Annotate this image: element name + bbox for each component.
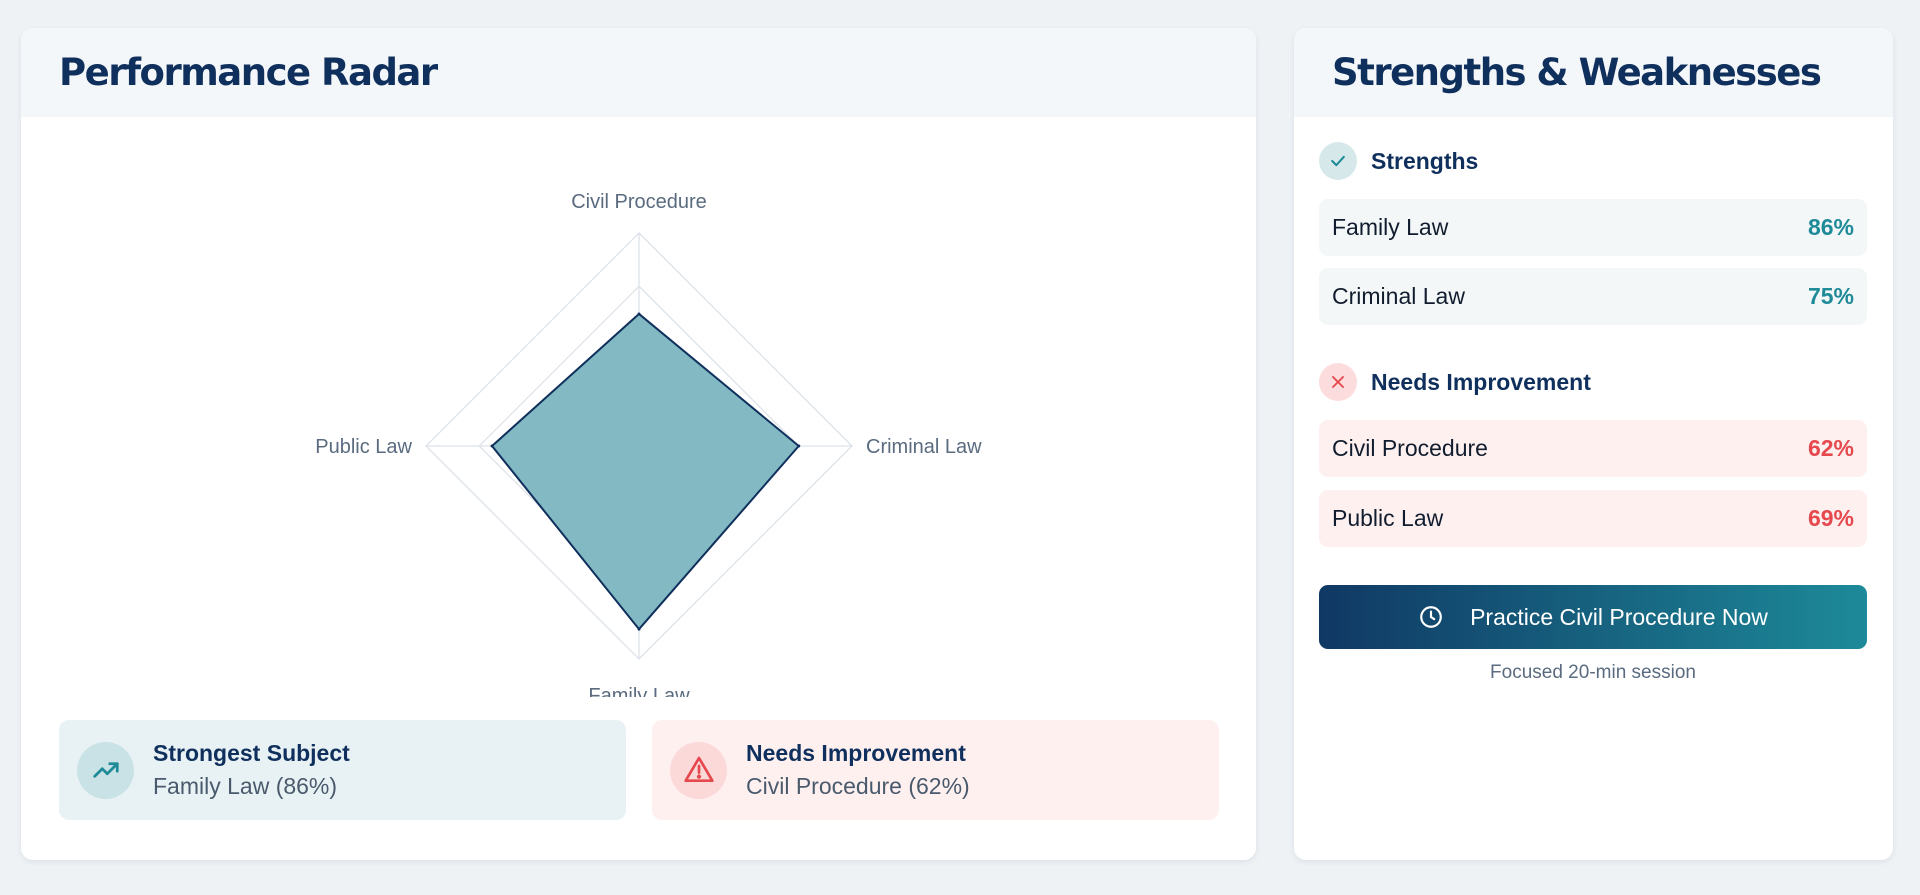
- strength-row-value: 86%: [1807, 214, 1854, 240]
- radar-data-polygon: [491, 312, 800, 631]
- warning-triangle-icon: [670, 741, 727, 799]
- clock-icon: [1418, 604, 1444, 630]
- needs-improvement-title: Needs Improvement: [746, 740, 966, 766]
- practice-civil-procedure-button[interactable]: Practice Civil Procedure Now: [1319, 585, 1867, 649]
- weakness-row-public-law: Public Law 69%: [1319, 490, 1867, 547]
- radar-points: [490, 312, 801, 631]
- performance-radar-header: Performance Radar: [21, 28, 1256, 117]
- strength-row-value: 75%: [1807, 283, 1854, 309]
- weakness-row-label: Civil Procedure: [1332, 435, 1488, 461]
- check-icon: [1319, 142, 1357, 180]
- weakness-row-label: Public Law: [1332, 505, 1444, 531]
- radar-point: [797, 444, 801, 448]
- radar-point: [637, 312, 641, 316]
- radar-axis-label: Family Law: [588, 685, 690, 697]
- radar-axis-label: Public Law: [315, 436, 412, 458]
- strength-row-label: Family Law: [1332, 214, 1449, 240]
- needs-improvement-section-header: Needs Improvement: [1319, 363, 1591, 401]
- needs-improvement-box: Needs Improvement Civil Procedure (62%): [652, 720, 1219, 820]
- radar-point: [490, 444, 494, 448]
- practice-button-label: Practice Civil Procedure Now: [1470, 603, 1768, 630]
- strength-row-label: Criminal Law: [1332, 283, 1465, 309]
- radar-chart: Civil Procedure Criminal Law Family Law Pub…: [315, 191, 982, 697]
- strongest-subject-value: Family Law (86%): [153, 773, 338, 799]
- weakness-row-value: 69%: [1807, 505, 1854, 531]
- needs-improvement-value: Civil Procedure (62%): [746, 773, 970, 799]
- weakness-row-civil-procedure: Civil Procedure 62%: [1319, 420, 1867, 477]
- radar-axis-label: Criminal Law: [866, 436, 982, 458]
- strengths-weaknesses-card: Strengths & Weaknesses Strengths Family …: [1294, 28, 1893, 860]
- strength-row-family-law: Family Law 86%: [1319, 199, 1867, 256]
- weakness-row-value: 62%: [1807, 435, 1854, 461]
- x-icon: [1319, 363, 1357, 401]
- radar-axis-label: Civil Procedure: [571, 191, 707, 213]
- performance-radar-card: Performance Radar Civil Procedure Crimina…: [21, 28, 1256, 860]
- strengths-weaknesses-title: Strengths & Weaknesses: [1332, 51, 1822, 94]
- strengths-weaknesses-header: Strengths & Weaknesses: [1294, 28, 1893, 117]
- strongest-subject-box: Strongest Subject Family Law (86%): [59, 720, 626, 820]
- needs-improvement-section-title: Needs Improvement: [1371, 368, 1591, 395]
- strengths-section-header: Strengths: [1319, 142, 1478, 180]
- performance-radar-title: Performance Radar: [59, 51, 438, 94]
- session-note: Focused 20-min session: [1490, 662, 1696, 683]
- trending-up-icon: [77, 741, 134, 799]
- strengths-section-title: Strengths: [1371, 147, 1479, 174]
- radar-labels: Civil Procedure Criminal Law Family Law Pub…: [315, 191, 982, 697]
- strongest-subject-title: Strongest Subject: [153, 740, 350, 766]
- radar-point: [637, 627, 641, 631]
- strength-row-criminal-law: Criminal Law 75%: [1319, 268, 1867, 325]
